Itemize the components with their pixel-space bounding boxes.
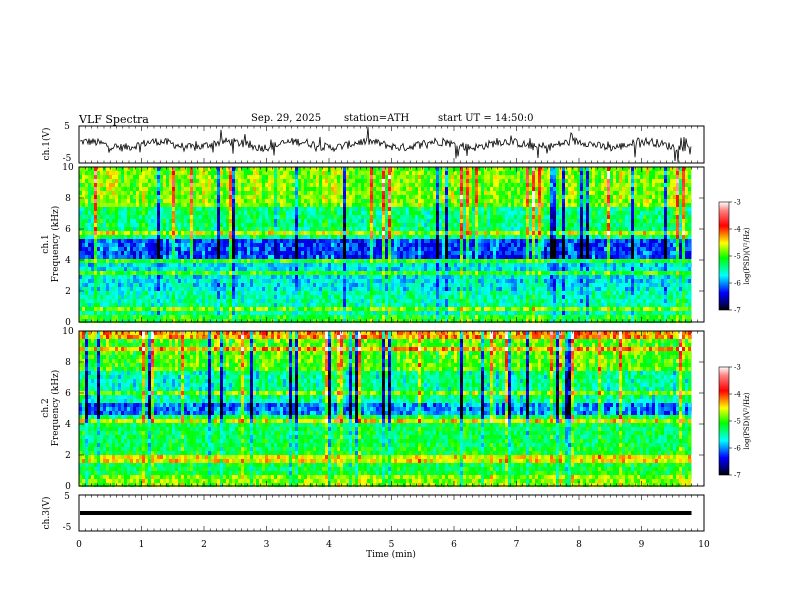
y-tick-label: 2: [65, 287, 71, 297]
ch2-spec-ylabel-line2: Frequency (kHz): [50, 370, 61, 447]
y-tick-label: 10: [62, 163, 74, 173]
ch2-spectrogram-panel: 0 2 4 6 8 10 ch.2 Frequency (kHz) -3 -4 -5 -6 -7 …: [41, 327, 751, 492]
x-tick-label: 6: [451, 540, 457, 550]
colorbar-tick-label: -5: [734, 253, 741, 261]
ch1-spectrogram-image: [79, 167, 692, 323]
ch1-spectrogram-panel: 0 2 4 6 8 10 ch.1 Frequency (kHz) -3 -4 -5 -6 -7 …: [41, 163, 751, 328]
header-station: station=ATH: [344, 113, 410, 124]
y-tick-label: 0: [65, 318, 71, 328]
x-tick-label: 9: [639, 540, 645, 550]
colorbar-tick-label: -7: [734, 472, 741, 480]
y-tick-label: 4: [65, 256, 71, 266]
ch3-ytick-top: 5: [64, 492, 70, 502]
ch2-spectrogram-image: [79, 331, 692, 487]
ch1-waveform-line: [80, 127, 692, 162]
header-date: Sep. 29, 2025: [251, 113, 322, 124]
ch1-colorbar: -3 -4 -5 -6 -7 log(PSD)(V²/Hz): [718, 199, 751, 315]
ch1-ytick-bottom: -5: [63, 154, 72, 164]
x-tick-label: 4: [326, 540, 332, 550]
x-tick-label: 3: [264, 540, 270, 550]
ch2-colorbar: -3 -4 -5 -6 -7 log(PSD)(V²/Hz): [718, 364, 751, 480]
ch2-ylabel: ch.2 Frequency (kHz): [41, 370, 61, 447]
colorbar-tick-label: -3: [734, 364, 741, 372]
y-tick-label: 0: [65, 482, 71, 492]
x-tick-label: 0: [76, 540, 82, 550]
colorbar-tick-label: -7: [734, 307, 741, 315]
y-tick-label: 6: [65, 225, 71, 235]
ch3-ytick-bottom: -5: [63, 523, 72, 533]
header-start-ut: start UT = 14:50:0: [438, 113, 534, 124]
ch2-spec-ylabel-line1: ch.2: [41, 398, 51, 417]
colorbar-tick-label: -5: [734, 418, 741, 426]
y-tick-label: 10: [62, 327, 74, 337]
colorbar-tick-label: -4: [734, 391, 741, 399]
ch2-colorbar-label: log(PSD)(V²/Hz): [743, 392, 751, 449]
y-tick-label: 6: [65, 389, 71, 399]
colorbar-tick-label: -6: [734, 445, 741, 453]
colorbar-tick-label: -6: [734, 280, 741, 288]
ch1-colorbar-label: log(PSD)(V²/Hz): [743, 227, 751, 284]
x-tick-label: 7: [514, 540, 520, 550]
y-tick-label: 2: [65, 451, 71, 461]
x-tick-label: 5: [389, 540, 395, 550]
x-tick-label: 2: [201, 540, 207, 550]
time-axis-label: Time (min): [366, 549, 416, 560]
ch1-spec-ylabel-line2: Frequency (kHz): [50, 206, 61, 283]
x-tick-label: 8: [576, 540, 582, 550]
figure-title: VLF Spectra: [79, 113, 149, 126]
y-tick-label: 8: [65, 194, 71, 204]
x-tick-label: 10: [698, 540, 710, 550]
ch1-ylabel: ch.1 Frequency (kHz): [41, 206, 61, 283]
colorbar-tick-label: -4: [734, 226, 741, 234]
y-tick-label: 4: [65, 420, 71, 430]
x-tick-label: 1: [139, 540, 145, 550]
ch1-ytick-top: 5: [64, 122, 70, 132]
ch3-waveform-panel: 5 -5 ch.3(V): [41, 492, 705, 533]
ch1-waveform-panel: 5 -5 ch.1(V): [41, 122, 705, 164]
y-tick-label: 8: [65, 358, 71, 368]
time-axis: 0 1 2 3 4 5 6 7 8 9 10: [76, 126, 710, 550]
ch3-ylabel: ch.3(V): [41, 497, 52, 530]
ch1-spec-ylabel-line1: ch.1: [41, 234, 51, 253]
colorbar-tick-label: -3: [734, 199, 741, 207]
ch1-ylabel: ch.1(V): [41, 128, 52, 161]
